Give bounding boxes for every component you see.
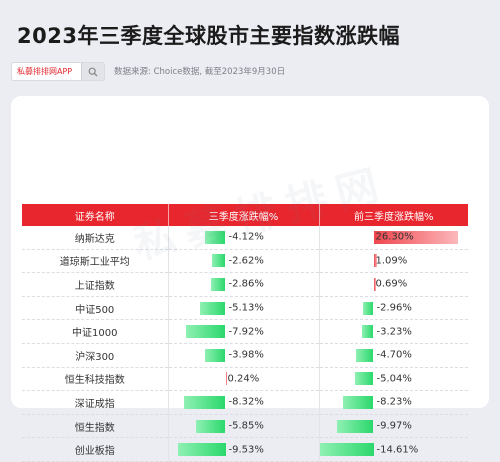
index-name: 恒生指数 <box>22 414 169 439</box>
index-name: 上证指数 <box>22 272 169 297</box>
table-row: 恒生指数 -5.85% -9.97% <box>22 414 468 439</box>
q3-change-cell: -3.98% <box>168 343 320 368</box>
q3-change-bar <box>177 443 226 457</box>
table-row: 沪深300 -3.98% -4.70% <box>22 343 468 368</box>
q3-change-cell: -9.53% <box>168 437 320 462</box>
q3-change-value: -9.53% <box>228 444 264 456</box>
ytd-change-value: 0.69% <box>375 278 408 290</box>
table-row: 中证500 -5.13% -2.96% <box>22 296 468 321</box>
q3-change-cell: -4.12% <box>168 226 320 250</box>
ytd-change-bar <box>362 301 374 315</box>
q3-change-cell: -5.13% <box>168 296 320 321</box>
search-input[interactable]: 私募排排网APP <box>17 67 73 76</box>
q3-change-bar <box>185 325 226 339</box>
ytd-change-value: -8.23% <box>376 396 412 408</box>
ytd-change-cell: -2.96% <box>319 296 468 321</box>
q3-change-value: -2.86% <box>228 278 264 290</box>
ytd-change-bar <box>336 419 374 433</box>
index-name: 恒生科技指数 <box>22 367 169 392</box>
q3-change-bar <box>225 372 228 386</box>
q3-change-value: -7.92% <box>228 326 264 338</box>
table-card: 证券名称 三季度涨跌幅% 前三季度涨跌幅% 纳斯达克 -4.12% 26.30% 道琼… <box>11 96 489 462</box>
ytd-change-value: 26.30% <box>375 231 414 243</box>
q3-change-bar <box>199 301 226 315</box>
q3-change-cell: 0.24% <box>168 367 320 392</box>
ytd-change-cell: -14.61% <box>319 437 468 462</box>
ytd-change-bar <box>373 277 376 291</box>
q3-change-value: -4.12% <box>228 231 264 243</box>
q3-change-value: -5.85% <box>228 420 264 432</box>
index-name: 纳斯达克 <box>22 226 169 250</box>
table-row: 中证1000 -7.92% -3.23% <box>22 319 468 344</box>
ytd-change-cell: -4.70% <box>319 343 468 368</box>
q3-change-value: -5.13% <box>228 302 264 314</box>
q3-change-cell: -2.86% <box>168 272 320 297</box>
q3-change-bar <box>211 277 226 291</box>
q3-change-cell: -2.62% <box>168 249 320 274</box>
table-row: 上证指数 -2.86% 0.69% <box>22 272 468 297</box>
ytd-change-value: -2.96% <box>376 302 412 314</box>
column-header-name: 证券名称 <box>22 204 169 226</box>
column-header-q3: 三季度涨跌幅% <box>168 204 320 226</box>
index-name: 深证成指 <box>22 390 169 415</box>
ytd-change-bar <box>343 395 374 409</box>
ytd-change-value: -5.04% <box>376 373 412 385</box>
page-title: 2023年三季度全球股市主要指数涨跌幅 <box>17 24 400 48</box>
index-name: 创业板指 <box>22 437 169 462</box>
q3-change-bar <box>204 230 226 244</box>
ytd-change-value: -9.97% <box>376 420 412 432</box>
ytd-change-value: 1.09% <box>375 255 408 267</box>
table-row: 深证成指 -8.32% -8.23% <box>22 390 468 415</box>
index-name: 沪深300 <box>22 343 169 368</box>
q3-change-value: -8.32% <box>228 396 264 408</box>
ytd-change-bar <box>361 325 374 339</box>
table-header-row: 证券名称 三季度涨跌幅% 前三季度涨跌幅% <box>22 204 468 226</box>
table-row: 恒生科技指数 0.24% -5.04% <box>22 367 468 392</box>
ytd-change-cell: -8.23% <box>319 390 468 415</box>
q3-change-value: -3.98% <box>228 349 264 361</box>
ytd-change-cell: 0.69% <box>319 272 468 297</box>
index-name: 中证1000 <box>22 319 169 344</box>
search-box[interactable]: 私募排排网APP <box>11 62 105 81</box>
column-header-ytd: 前三季度涨跌幅% <box>319 204 468 226</box>
ytd-change-bar <box>373 254 377 268</box>
ytd-change-cell: -9.97% <box>319 414 468 439</box>
ytd-change-cell: 26.30% <box>319 226 468 250</box>
table-row: 创业板指 -9.53% -14.61% <box>22 437 468 462</box>
ytd-change-cell: -3.23% <box>319 319 468 344</box>
ytd-change-bar <box>373 230 458 244</box>
q3-change-bar <box>196 419 226 433</box>
index-change-table: 证券名称 三季度涨跌幅% 前三季度涨跌幅% 纳斯达克 -4.12% 26.30% 道琼… <box>22 204 468 462</box>
ytd-change-bar <box>319 443 374 457</box>
data-source-note: 数据来源: Choice数据, 截至2023年9月30日 <box>114 67 286 77</box>
ytd-change-value: -14.61% <box>376 444 419 456</box>
q3-change-value: -2.62% <box>228 255 264 267</box>
q3-change-cell: -7.92% <box>168 319 320 344</box>
index-name: 中证500 <box>22 296 169 321</box>
q3-change-cell: -8.32% <box>168 390 320 415</box>
q3-change-bar <box>212 254 226 268</box>
search-icon <box>88 67 98 76</box>
ytd-change-bar <box>356 348 374 362</box>
q3-change-value: 0.24% <box>227 373 260 385</box>
q3-change-cell: -5.85% <box>168 414 320 439</box>
search-button[interactable] <box>81 63 104 80</box>
ytd-change-value: -4.70% <box>376 349 412 361</box>
table-row: 纳斯达克 -4.12% 26.30% <box>22 226 468 250</box>
table-row: 道琼斯工业平均 -2.62% 1.09% <box>22 249 468 274</box>
ytd-change-cell: 1.09% <box>319 249 468 274</box>
q3-change-bar <box>205 348 226 362</box>
index-name: 道琼斯工业平均 <box>22 249 169 274</box>
q3-change-bar <box>183 395 226 409</box>
ytd-change-value: -3.23% <box>376 326 412 338</box>
ytd-change-bar <box>354 372 374 386</box>
ytd-change-cell: -5.04% <box>319 367 468 392</box>
